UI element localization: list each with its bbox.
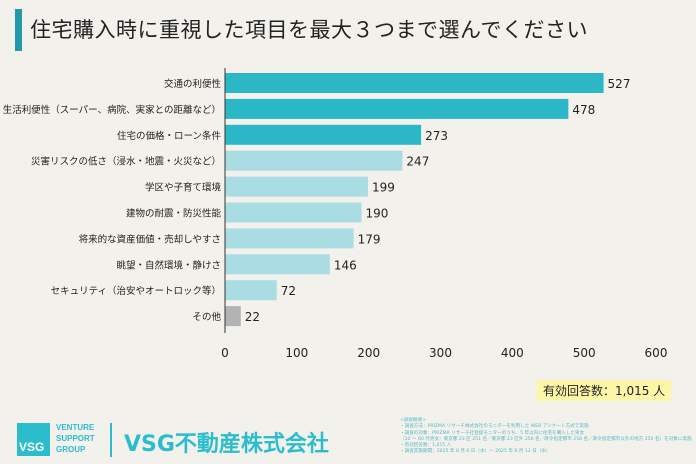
bar [225,228,354,249]
x-tick-label: 400 [501,346,524,360]
x-tick-label: 0 [221,346,229,360]
title-accent-bar [15,9,22,51]
category-label: 交通の利便性 [164,78,222,90]
data-label: 527 [608,77,631,91]
category-label: 将来的な資産価値・売却しやすさ [79,233,221,245]
category-label: 生活利便性（スーパー、病院、実家との距離など） [3,104,221,116]
vsg-logo: VSG [17,423,50,456]
bar [225,73,604,93]
note-line: <調査概要> [400,418,427,423]
bar-chart: 交通の利便性 527 生活利便性（スーパー、病院、実家との距離など） 478 住宅の価格… [3,68,668,360]
logo-sub-line: VENTURE [56,423,95,432]
data-label: 273 [425,129,448,143]
note-line: ・調査実施期間：2025 年 8 月 6 日（水）〜 2025 年 8 月 13… [400,449,551,455]
category-label: 住宅の価格・ローン条件 [117,130,222,142]
category-label: 眺望・自然環境・静けさ [116,259,221,271]
x-tick-label: 300 [429,346,452,360]
page-title: 住宅購入時に重視した項目を最大３つまで選んでください [30,18,588,42]
logo-subtitle: VENTURE SUPPORT GROUP [56,422,95,455]
category-label: セキュリティ（治安やオートロック等） [51,285,221,297]
data-label: 72 [281,284,296,298]
bar [225,280,277,301]
note-line: ・有効回答数：1,015 人 [400,443,452,449]
logo-sub-line: SUPPORT [56,434,95,443]
note-line: ・調査方法：PRIZMA リサーチ株式会社のモニターを利用した WEB アンケー… [400,424,589,430]
x-tick-label: 200 [357,346,380,360]
data-label: 146 [334,258,357,272]
data-label: 190 [365,207,388,221]
x-tick-label: 600 [645,346,668,360]
logo-mark: VSG [19,440,45,454]
data-label: 22 [245,310,260,324]
category-label: 学区や子育て環境 [145,182,222,194]
bar [225,202,362,223]
category-label: 建物の耐震・防災性能 [126,208,222,220]
note-line: ・調査の対象：PRIZMA リサーチ社登録モニターのうち、5 年以内に住宅を購入… [400,430,585,436]
bar [225,176,368,197]
bar [225,98,569,119]
company-name: VSG不動産株式会社 [124,432,329,457]
x-tick-label: 100 [285,346,308,360]
data-label: 199 [372,181,395,195]
bar [225,254,330,275]
data-label: 247 [406,155,429,169]
bar [225,150,403,171]
bar [225,124,422,145]
logo-sub-line: GROUP [56,445,86,454]
respondents-badge: 有効回答数：1,015 人 [537,380,672,401]
category-label: 災害リスクの低さ（浸水・地震・火災など） [31,156,221,168]
x-tick-label: 500 [573,346,596,360]
bar [225,306,241,327]
divider [110,423,112,457]
data-label: 179 [358,232,381,246]
survey-notes: <調査概要> ・調査方法：PRIZMA リサーチ株式会社のモニターを利用した W… [400,418,692,456]
category-label: その他 [192,311,221,323]
note-line: （20 〜 60 代男女：東京都 23 区 251 名／東京都 23 区外 25… [400,436,692,442]
data-label: 478 [572,103,595,117]
